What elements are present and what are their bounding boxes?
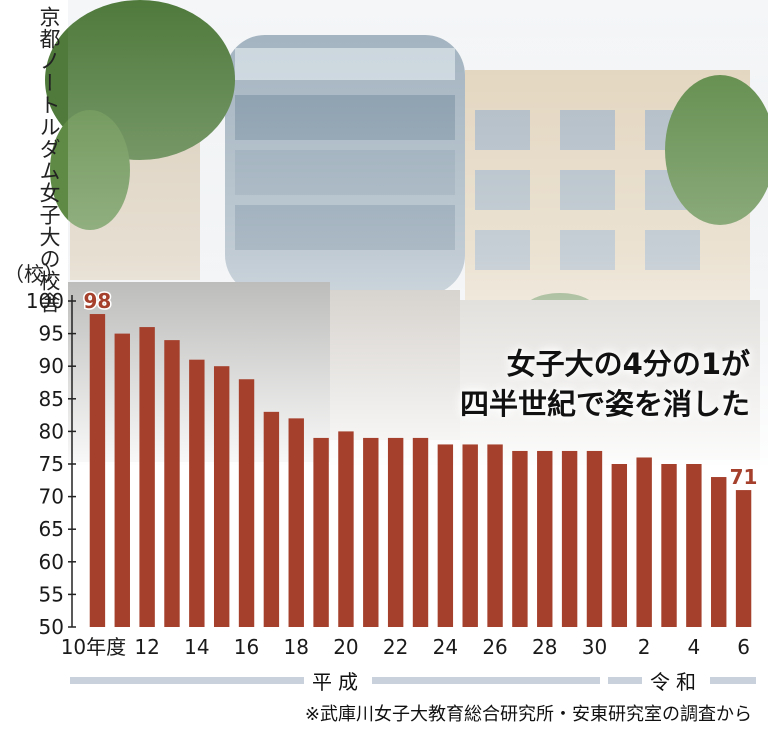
bar: [313, 437, 329, 627]
x-tick-label: 2: [638, 635, 651, 659]
bar: [487, 444, 503, 627]
headline-line2: 四半世紀で姿を消した: [459, 387, 750, 421]
bar: [437, 444, 454, 627]
x-tick-label: 18: [284, 635, 309, 659]
x-axis-ticks: 10年度 12 14 16 18 20 22 24 26 28 30 2 4 6: [61, 635, 750, 659]
bar-annotations: 98 71: [82, 288, 759, 491]
bar: [412, 437, 429, 627]
x-tick-label: 10年度: [61, 635, 126, 659]
bar: [238, 379, 255, 627]
headline-line1: 女子大の4分の1が: [506, 347, 750, 381]
bar: [561, 450, 578, 627]
campus-photo: [45, 0, 768, 465]
y-tick-label: 95: [39, 322, 64, 346]
bar: [711, 477, 727, 627]
bar: [288, 418, 304, 627]
y-tick-label: 65: [39, 517, 64, 541]
bar: [338, 431, 354, 627]
bar: [611, 464, 628, 627]
x-tick-label: 26: [482, 635, 507, 659]
y-axis-ticks: 100 95 90 85 80 75 70 65 60 55 50: [26, 289, 76, 639]
bar: [139, 327, 155, 627]
bar: [189, 359, 205, 627]
y-tick-label: 100: [26, 289, 64, 313]
x-tick-label: 24: [433, 635, 458, 659]
y-tick-label: 55: [39, 582, 64, 606]
bar: [512, 450, 528, 627]
x-tick-label: 28: [532, 635, 557, 659]
y-tick-label: 80: [39, 419, 64, 443]
bar: [586, 450, 603, 627]
headline: 女子大の4分の1が 四半世紀で姿を消した: [460, 344, 750, 424]
y-tick-label: 75: [39, 452, 64, 476]
x-tick-label: 20: [333, 635, 358, 659]
bar: [636, 457, 652, 627]
y-axis-unit: （校）: [4, 262, 64, 286]
bar: [213, 366, 230, 627]
y-tick-label: 50: [39, 615, 64, 639]
bar: [89, 314, 106, 627]
x-tick-label: 30: [582, 635, 607, 659]
bar: [462, 444, 478, 627]
y-tick-label: 60: [39, 550, 64, 574]
bar: [114, 333, 130, 627]
bar: [263, 411, 280, 627]
x-tick-label: 6: [737, 635, 750, 659]
y-tick-label: 90: [39, 354, 64, 378]
era-label-reiwa: 令和: [642, 666, 710, 695]
bar: [363, 437, 379, 627]
y-tick-label: 70: [39, 485, 64, 509]
source-note: ※武庫川女子大教育総合研究所・安東研究室の調査から: [304, 704, 752, 725]
x-tick-label: 14: [184, 635, 209, 659]
x-tick-label: 22: [383, 635, 408, 659]
bar: [164, 340, 180, 627]
era-label-heisei: 平成: [304, 666, 372, 695]
bar: [387, 437, 404, 627]
photo-caption: 京都ノートルダム女子大の校舎: [37, 6, 61, 314]
x-tick-label: 12: [134, 635, 159, 659]
bar: [661, 464, 677, 627]
bar: [537, 450, 553, 627]
x-tick-label: 4: [688, 635, 701, 659]
bar: [735, 490, 752, 627]
data-label: 98: [84, 289, 112, 313]
x-tick-label: 16: [234, 635, 259, 659]
y-tick-label: 85: [39, 387, 64, 411]
data-label: 71: [730, 465, 758, 489]
bars: [89, 314, 752, 627]
bar: [686, 464, 702, 627]
